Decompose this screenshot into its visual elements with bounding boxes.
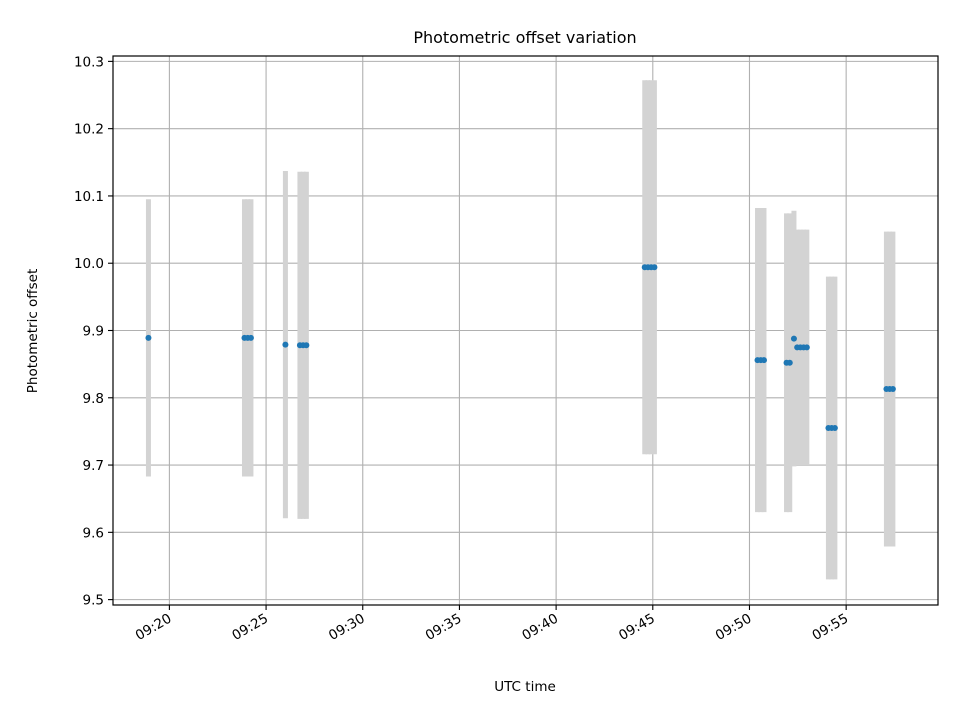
y-tick-label: 9.9 [83,324,104,340]
y-tick-label: 9.6 [83,525,104,541]
data-points [145,264,896,432]
data-point [889,386,896,393]
data-point [282,341,289,348]
y-tick-label: 9.5 [83,593,104,609]
y-axis-label: Photometric offset [25,269,41,393]
data-point [760,357,767,364]
data-point [786,359,793,366]
data-point [790,335,797,342]
y-tick-label: 9.7 [83,458,104,474]
y-tick-label: 10.3 [74,54,104,70]
x-axis-label: UTC time [494,679,556,695]
data-point [803,344,810,351]
y-tick-label: 10.1 [74,189,104,205]
data-point [145,334,152,341]
data-point [651,264,658,271]
chart-title: Photometric offset variation [413,28,636,47]
y-tick-label: 9.8 [83,391,104,407]
y-axis-ticks: 9.5 9.6 9.7 9.8 9.9 10.0 10.1 10.2 10.3 [74,54,113,609]
data-point [247,334,254,341]
y-tick-label: 10.0 [74,256,104,272]
y-tick-label: 10.2 [74,122,104,138]
data-point [303,342,310,349]
data-point [831,425,838,432]
